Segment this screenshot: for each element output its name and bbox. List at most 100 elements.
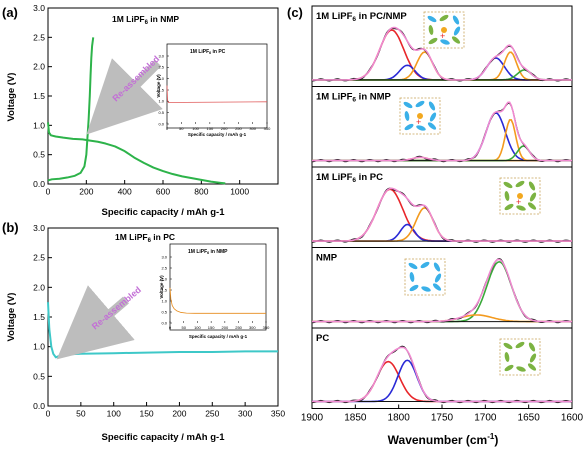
x-tick-label: 250 — [205, 409, 219, 419]
chart-b-inset: 0 50 100 150 200 250 300 350 0.0 0.5 1.0 1.5 2.0 2.5 3… — [159, 243, 270, 339]
solvation-box — [499, 177, 541, 215]
y-tick-label: 1.0 — [33, 120, 45, 130]
solvent-molecule — [403, 101, 413, 109]
solvent-molecule — [503, 342, 513, 350]
x-tick-label: 1600 — [561, 413, 584, 424]
chart-c-panels: 1M LiPF6 in PC/NMP+1M LiPF6 in NMP+1M Li… — [311, 5, 573, 409]
solvent-molecule — [404, 111, 410, 121]
x-tick-label: 600 — [156, 187, 170, 197]
y-tick-label: 3.0 — [33, 223, 45, 233]
x-tick-label: 100 — [194, 325, 201, 330]
chart-a-title-main: 1M LiPF — [112, 14, 145, 24]
solvent-molecule — [428, 37, 438, 45]
solvent-molecule — [528, 181, 536, 191]
y-tick-label: 0.5 — [161, 309, 167, 314]
chart-c-ticks: 1900 1850 1800 1750 1700 1650 1600 — [301, 404, 584, 424]
x-tick-label: 1650 — [518, 413, 541, 424]
chart-a-xlabel: Specific capacity / mAh g-1 — [101, 207, 225, 218]
spectrum-label-main: 1M LiPF — [316, 92, 353, 103]
solvent-molecule — [409, 284, 419, 292]
x-tick-label: 1800 — [388, 413, 411, 424]
chart-b-inset-series — [169, 287, 266, 314]
x-tick-label: 200 — [79, 187, 93, 197]
solvent-molecule — [434, 273, 442, 283]
reassembled-label-b: Re-assembled — [90, 285, 143, 332]
chart-c-xlabel-sup: -1 — [487, 432, 495, 441]
solvent-molecule — [416, 125, 426, 131]
chart-a-inset-series — [166, 85, 268, 103]
peak-blue — [312, 111, 572, 162]
panel-label-a: (a) — [2, 5, 18, 20]
x-tick-label: 800 — [194, 187, 208, 197]
spectrum-label-rest: in PC — [356, 172, 383, 183]
plus-icon: + — [416, 117, 421, 127]
solvation-box — [499, 338, 541, 376]
solvent-molecule — [516, 205, 526, 211]
solvent-molecule — [428, 101, 436, 111]
y-tick-label: 2.0 — [33, 62, 45, 72]
solvent-molecule — [440, 39, 450, 45]
x-tick-label: 200 — [221, 126, 228, 131]
chart-b-title-main: 1M LiPF — [115, 232, 148, 242]
y-tick-label: 0.0 — [33, 401, 45, 411]
series-line-0 — [166, 85, 268, 103]
x-tick-label: 400 — [118, 187, 132, 197]
y-tick-label: 0.5 — [33, 150, 45, 160]
chart-a-inset-frame — [166, 43, 268, 129]
series-line-charge — [47, 37, 95, 182]
plus-icon: + — [440, 31, 445, 41]
chart-b-inset-title-main: 1M LiPF — [188, 249, 207, 255]
y-tick-label: 0.0 — [33, 179, 45, 189]
x-tick-label: 50 — [181, 325, 186, 330]
chart-b-title: 1M LiPF6 in PC — [115, 232, 175, 244]
solvent-molecule — [420, 261, 430, 269]
spectrum-label-sub: 6 — [352, 16, 356, 23]
y-tick-label: 0.0 — [161, 320, 167, 325]
x-tick-label: 150 — [207, 126, 214, 131]
chart-c-xlabel-text: Wavenumber (cm — [388, 433, 488, 447]
chart-b-title-rest: in PC — [151, 232, 175, 242]
chart-c: 1M LiPF6 in PC/NMP+1M LiPF6 in NMP+1M Li… — [301, 5, 584, 447]
spectrum-panel-2: 1M LiPF6 in PC + — [311, 166, 573, 248]
solvent-molecule — [504, 364, 514, 372]
chart-c-xlabel-close: ) — [494, 433, 498, 447]
x-tick-label: 1750 — [431, 413, 454, 424]
chart-b-inset-title-sub: 6 — [207, 251, 209, 255]
x-tick-label: 250 — [235, 325, 242, 330]
solvent-molecule — [421, 286, 431, 292]
fitted-envelope — [312, 101, 572, 162]
x-tick-label: 0 — [46, 187, 51, 197]
y-tick-label: 1.0 — [33, 342, 45, 352]
spectrum-panel-4: PC — [311, 327, 573, 409]
spectrum-label-main: 1M LiPF — [316, 172, 353, 183]
spectrum-label: 1M LiPF6 in NMP — [316, 92, 392, 104]
chart-a-inset-title-sub: 6 — [209, 51, 211, 55]
x-tick-label: 150 — [139, 409, 153, 419]
solvent-molecule — [433, 262, 441, 272]
x-tick-label: 0 — [46, 409, 51, 419]
spectrum-label-rest: in NMP — [356, 92, 391, 103]
lithium-ion — [517, 193, 523, 199]
y-tick-label: 0.5 — [33, 371, 45, 381]
chart-a-inset-ylabel: Voltage (V) — [156, 74, 161, 98]
chart-b-inset-ylabel: Voltage (V) — [159, 275, 164, 299]
lithium-ion — [441, 27, 447, 33]
panel-label-b: (b) — [2, 220, 19, 235]
solvation-box — [399, 97, 441, 135]
chart-b-inset-xlabel: Specific capacity / mAh g-1 — [189, 334, 248, 339]
y-tick-label: 0.0 — [158, 121, 164, 126]
solvent-molecule — [452, 15, 460, 25]
chart-a-inset-title-main: 1M LiPF — [190, 49, 209, 55]
spectrum-label: 1M LiPF6 in PC — [316, 172, 383, 184]
solvent-molecule — [528, 342, 536, 352]
solvent-molecule — [504, 203, 514, 211]
chart-b-xlabel: Specific capacity / mAh g-1 — [101, 432, 225, 443]
y-tick-label: 0.5 — [158, 110, 164, 115]
spectrum-panel-1: 1M LiPF6 in NMP + — [311, 86, 573, 168]
solvent-molecule — [453, 26, 461, 36]
solvent-molecule — [432, 283, 442, 291]
solvent-molecule — [409, 272, 415, 282]
solvation-box — [404, 258, 446, 296]
chart-b-inset-title-rest: in NMP — [209, 249, 228, 255]
